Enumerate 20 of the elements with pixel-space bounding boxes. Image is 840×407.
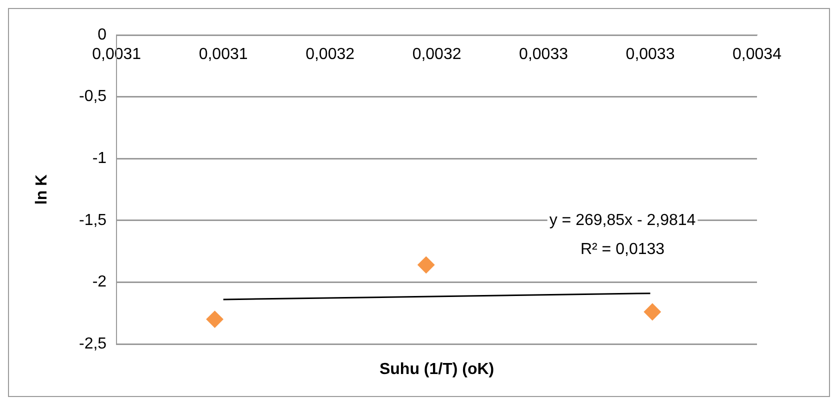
x-tick-label: 0,0031 xyxy=(92,46,142,64)
y-tick-label: -1,5 xyxy=(78,212,107,229)
y-tick-label: -2,5 xyxy=(78,335,107,352)
annotation: R² = 0,0133 xyxy=(580,241,665,258)
x-axis-title: Suhu (1/T) (oK) xyxy=(379,361,494,378)
y-tick-label: -0,5 xyxy=(78,88,107,106)
point xyxy=(418,256,435,274)
x-tick-label: 0,0032 xyxy=(306,46,355,64)
y-tick-label: 0 xyxy=(98,26,107,44)
x-tick-label: 0,0033 xyxy=(519,46,568,64)
point xyxy=(206,310,224,328)
point xyxy=(644,303,661,320)
annotation: y = 269,85x - 2,9814 xyxy=(549,212,696,230)
x-tick-label: 0,0034 xyxy=(732,46,782,64)
y-tick-label: -2 xyxy=(92,274,107,291)
x-tick-label: 0,0031 xyxy=(198,46,248,64)
x-tick-label: 0,0032 xyxy=(412,46,462,64)
y-axis-title: ln K xyxy=(34,174,51,205)
y-tick-label: -1 xyxy=(92,150,107,168)
x-tick-label: 0,0033 xyxy=(626,46,675,64)
